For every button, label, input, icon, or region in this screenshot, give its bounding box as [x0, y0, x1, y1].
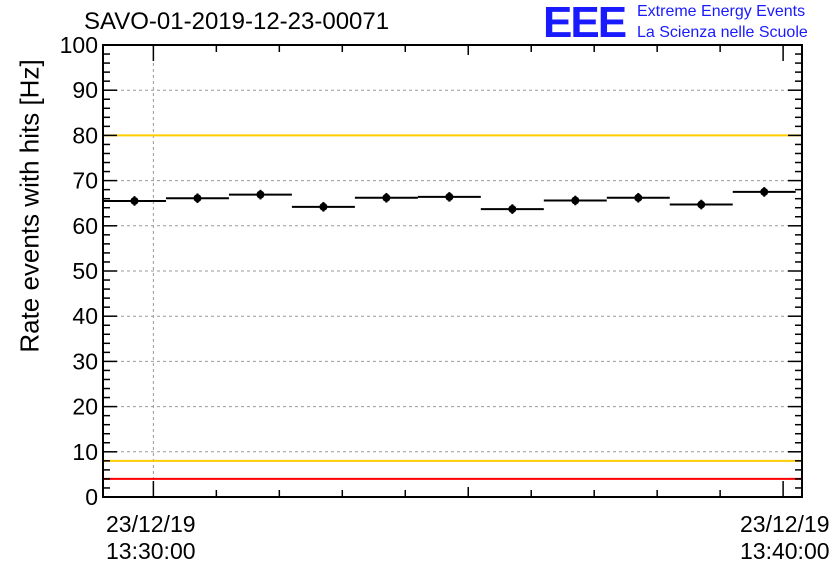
logo-line1: Extreme Energy Events — [637, 3, 806, 20]
axis-layer: 0 10 20 30 40 50 60 70 80 90 100 — [60, 32, 803, 510]
x-tick-label: 23/12/19 13:30:00 — [106, 511, 196, 565]
data-point — [256, 190, 265, 199]
y-tick-label: 70 — [72, 168, 98, 194]
y-tick-label: 10 — [72, 439, 98, 465]
data-point — [508, 205, 517, 214]
y-tick-label: 60 — [72, 213, 98, 239]
reference-lines — [103, 44, 802, 480]
data-point — [193, 194, 202, 203]
y-tick-label: 80 — [72, 122, 98, 148]
y-tick-label: 20 — [72, 394, 98, 420]
x-tick-label: 23/12/19 13:40:00 — [740, 511, 830, 565]
data-point — [130, 196, 139, 205]
data-point — [382, 193, 391, 202]
y-tick-label: 0 — [85, 484, 98, 510]
data-point — [634, 193, 643, 202]
chart-title: SAVO-01-2019-12-23-00071 — [84, 8, 390, 35]
y-tick-label: 100 — [60, 32, 98, 58]
y-tick-label: 40 — [72, 303, 98, 329]
data-layer — [103, 187, 796, 214]
x-tick-time: 13:30:00 — [106, 538, 196, 564]
data-point — [445, 192, 454, 201]
y-axis-label: Rate events with hits [Hz] — [14, 59, 45, 353]
data-point — [760, 187, 769, 196]
y-tick-label: 50 — [72, 258, 98, 284]
data-point — [697, 200, 706, 209]
x-tick-date: 23/12/19 — [106, 511, 196, 537]
logo-line2: La Scienza nelle Scuole — [637, 24, 808, 41]
data-point — [571, 196, 580, 205]
y-tick-label: 30 — [72, 348, 98, 374]
y-tick-label: 90 — [72, 77, 98, 103]
grid-layer — [103, 45, 802, 497]
x-tick-time: 13:40:00 — [740, 538, 830, 564]
logo-letters: EEE — [543, 0, 627, 47]
data-point — [319, 202, 328, 211]
x-tick-date: 23/12/19 — [740, 511, 830, 537]
